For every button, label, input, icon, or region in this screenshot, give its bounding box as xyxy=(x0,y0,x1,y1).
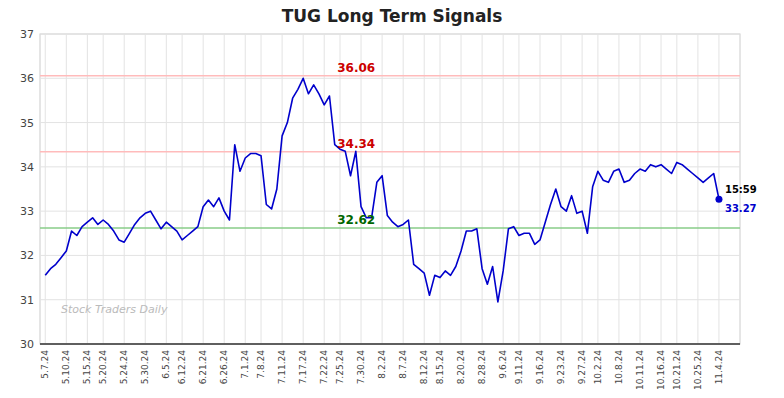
x-tick-label: 6.12.24 xyxy=(177,350,187,385)
x-tick-label: 6.26.24 xyxy=(219,350,229,385)
y-grid-line xyxy=(40,344,740,345)
x-tick-label: 10.16.24 xyxy=(656,350,666,390)
x-tick-label: 10.2.24 xyxy=(593,350,603,385)
x-grid-line xyxy=(482,34,483,344)
x-grid-line xyxy=(618,34,619,344)
x-tick-label: 9.11.24 xyxy=(514,350,524,385)
reference-line xyxy=(40,75,740,77)
x-tick-label: 10.8.24 xyxy=(614,350,624,385)
x-grid-line xyxy=(503,34,504,344)
y-tick-label: 35 xyxy=(20,117,34,130)
x-tick-label: 8.15.24 xyxy=(435,350,445,385)
x-tick-label: 7.30.24 xyxy=(356,350,366,385)
reference-line xyxy=(40,227,740,229)
annotations: 36.06 34.34 32.62 15:59 33.27 xyxy=(337,61,757,227)
x-tick-label: 7.25.24 xyxy=(335,350,345,385)
x-tick-label: 5.7.24 xyxy=(40,350,50,379)
reference-line xyxy=(40,151,740,153)
x-tick-label: 8.7.24 xyxy=(398,350,408,379)
reference-label: 36.06 xyxy=(337,61,375,75)
x-tick-label: 5.30.24 xyxy=(140,350,150,385)
x-tick-label: 9.6.24 xyxy=(498,350,508,379)
x-axis-line xyxy=(40,343,740,345)
title: TUG Long Term Signals xyxy=(282,6,503,26)
watermark: Stock Traders Daily xyxy=(61,303,168,316)
x-tick-label: 7.11.24 xyxy=(277,350,287,385)
x-grid-line xyxy=(182,34,183,344)
plot-area xyxy=(40,76,740,302)
x-tick-label: 5.10.24 xyxy=(61,350,71,385)
chart-container: 30 31 32 33 34 35 36 37 5.7.24 5.10.24 5.15.24 5.20… xyxy=(0,0,784,398)
x-grid-line xyxy=(597,34,598,344)
x-grid-line xyxy=(361,34,362,344)
x-grid-line xyxy=(103,34,104,344)
x-grid-line xyxy=(87,34,88,344)
x-grid-line xyxy=(45,34,46,344)
x-grid-line xyxy=(440,34,441,344)
grid xyxy=(40,34,740,344)
x-grid-line xyxy=(403,34,404,344)
x-tick-label: 7.1.24 xyxy=(240,350,250,379)
x-grid-line xyxy=(718,34,719,344)
x-grid-line xyxy=(166,34,167,344)
y-tick-label: 30 xyxy=(20,338,34,351)
x-tick-label: 10.21.24 xyxy=(672,350,682,390)
x-grid-line xyxy=(582,34,583,344)
x-grid-line xyxy=(661,34,662,344)
x-grid-line xyxy=(697,34,698,344)
plot-frame xyxy=(40,34,740,344)
axes: 30 31 32 33 34 35 36 37 5.7.24 5.10.24 5.15.24 5.20… xyxy=(20,28,740,390)
x-grid-line xyxy=(640,34,641,344)
x-grid-line xyxy=(540,34,541,344)
reference-label: 32.62 xyxy=(337,213,375,227)
x-grid-line xyxy=(245,34,246,344)
x-tick-label: 8.28.24 xyxy=(477,350,487,385)
x-grid-line xyxy=(203,34,204,344)
x-tick-label: 5.15.24 xyxy=(82,350,92,385)
x-tick-label: 10.11.24 xyxy=(635,350,645,390)
x-tick-label: 8.20.24 xyxy=(456,350,466,385)
x-grid-line xyxy=(66,34,67,344)
price-line xyxy=(45,78,719,302)
x-tick-label: 10.25.24 xyxy=(693,350,703,390)
x-grid-line xyxy=(561,34,562,344)
reference-label: 34.34 xyxy=(337,137,375,151)
x-grid-line xyxy=(224,34,225,344)
x-grid-line xyxy=(340,34,341,344)
x-grid-line xyxy=(324,34,325,344)
y-tick-label: 36 xyxy=(20,72,34,85)
x-tick-label: 6.21.24 xyxy=(198,350,208,385)
x-tick-label: 5.24.24 xyxy=(119,350,129,385)
x-tick-label: 9.27.24 xyxy=(577,350,587,385)
y-tick-label: 31 xyxy=(20,294,34,307)
x-tick-label: 5.20.24 xyxy=(98,350,108,385)
x-tick-label: 8.12.24 xyxy=(419,350,429,385)
x-tick-label: 7.22.24 xyxy=(319,350,329,385)
x-grid-line xyxy=(461,34,462,344)
x-grid-line xyxy=(382,34,383,344)
x-tick-label: 7.8.24 xyxy=(256,350,266,379)
x-tick-label: 6.5.24 xyxy=(161,350,171,379)
x-grid-line xyxy=(424,34,425,344)
x-tick-label: 9.16.24 xyxy=(535,350,545,385)
y-tick-label: 33 xyxy=(20,205,34,218)
x-tick-label: 9.23.24 xyxy=(556,350,566,385)
chart: 30 31 32 33 34 35 36 37 5.7.24 5.10.24 5.15.24 5.20… xyxy=(0,0,784,398)
y-tick-label: 37 xyxy=(20,28,34,41)
x-tick-label: 11.4.24 xyxy=(714,350,724,385)
x-grid-line xyxy=(518,34,519,344)
last-point xyxy=(715,196,722,203)
x-grid-line xyxy=(261,34,262,344)
x-tick-label: 8.2.24 xyxy=(377,350,387,379)
last-time: 15:59 xyxy=(725,184,757,195)
x-grid-line xyxy=(676,34,677,344)
y-tick-label: 34 xyxy=(20,161,34,174)
x-grid-line xyxy=(124,34,125,344)
last-price: 33.27 xyxy=(725,203,757,214)
x-tick-label: 7.17.24 xyxy=(298,350,308,385)
x-grid-line xyxy=(282,34,283,344)
y-tick-label: 32 xyxy=(20,249,34,262)
x-grid-line xyxy=(145,34,146,344)
